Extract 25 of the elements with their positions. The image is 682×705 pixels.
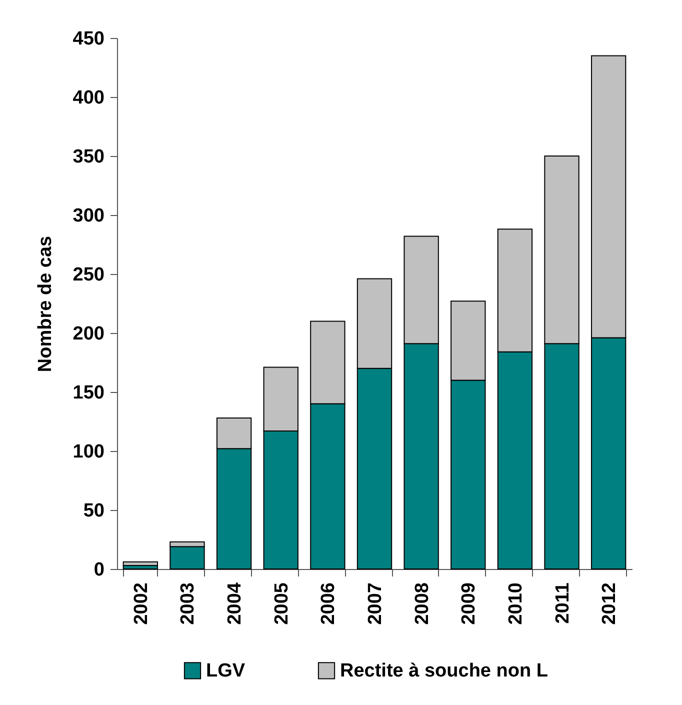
y-tick-label: 50 xyxy=(83,500,104,522)
legend-label: Rectite à souche non L xyxy=(340,660,548,682)
y-tick-label: 300 xyxy=(72,206,104,226)
y-axis-title: Nombre de cas xyxy=(34,236,56,372)
y-tick-label: 200 xyxy=(72,324,104,344)
y-tick-label: 400 xyxy=(72,88,104,108)
x-tick-label: 2002 xyxy=(130,582,152,625)
x-tick-label: 2010 xyxy=(505,582,526,625)
x-tick-label: 2005 xyxy=(271,582,292,625)
x-tick-label: 2012 xyxy=(599,582,620,625)
x-tick-label: 2009 xyxy=(458,582,480,625)
y-tick-label: 150 xyxy=(72,382,104,404)
y-tick-label: 350 xyxy=(72,146,104,168)
x-tick-label: 2008 xyxy=(412,582,433,625)
y-tick-label: 250 xyxy=(72,264,104,286)
y-tick-label: 0 xyxy=(94,560,104,580)
x-tick-label: 2004 xyxy=(224,582,246,625)
x-tick-label: 2007 xyxy=(365,582,386,625)
x-tick-label: 2003 xyxy=(178,582,199,625)
x-tick-label: 2006 xyxy=(318,582,340,625)
bar xyxy=(122,561,158,566)
legend-label: LGV xyxy=(206,660,246,682)
x-tick-label: 2011 xyxy=(552,582,574,624)
y-tick-label: 450 xyxy=(72,28,104,50)
y-tick-label: 100 xyxy=(72,442,104,462)
